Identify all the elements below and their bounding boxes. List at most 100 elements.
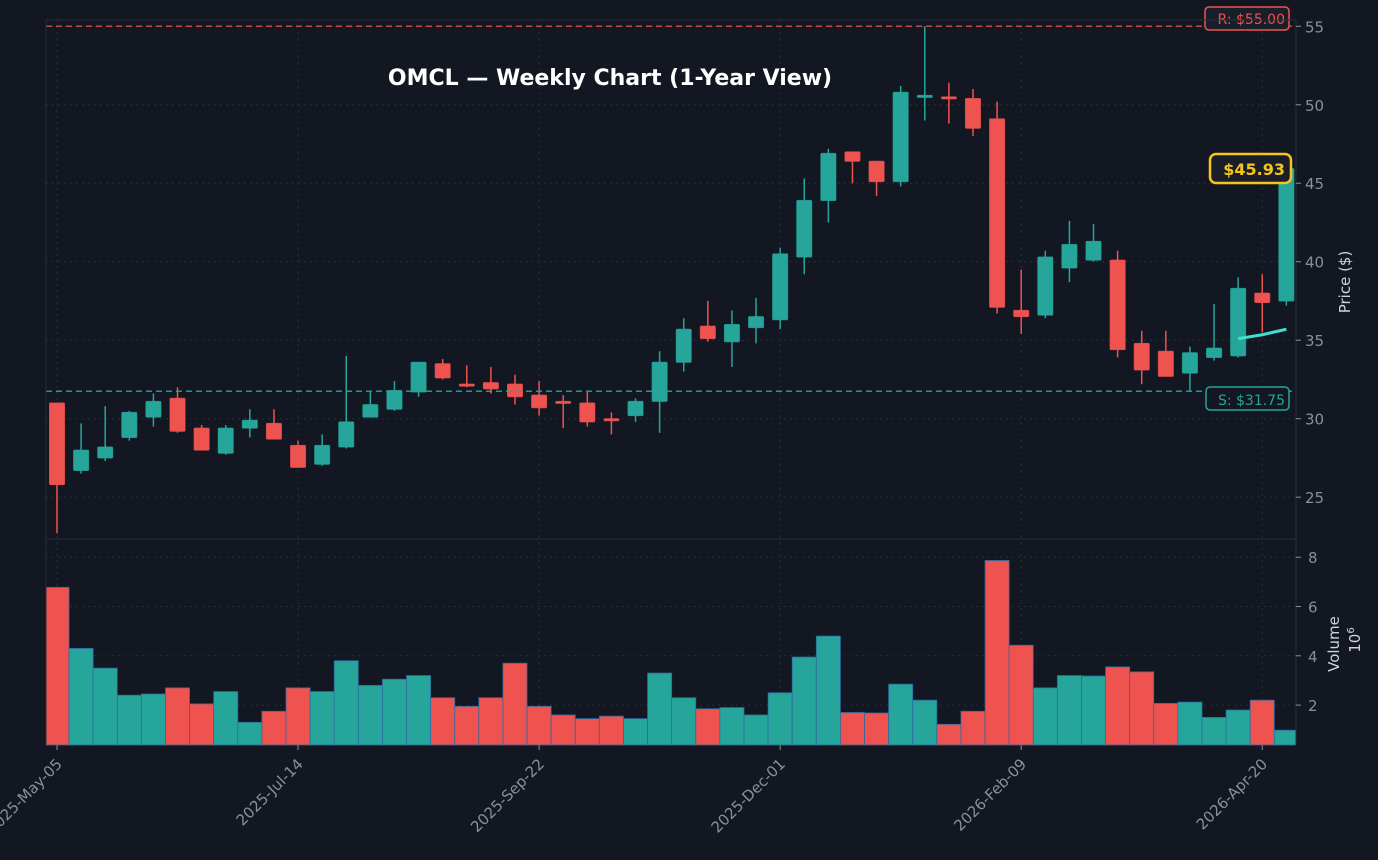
candle-body [748,316,765,329]
volume-bar [502,662,528,746]
candle-body [1133,342,1150,371]
volume-bar [237,721,263,746]
candle-body [579,402,596,423]
price-tick-label: 45 [1305,175,1324,193]
candle-body [1254,292,1271,304]
volume-bar [406,675,432,746]
candle-body [48,402,65,486]
volume-bar [1081,675,1106,746]
volume-tick-label: 6 [1308,599,1318,617]
price-panel [48,26,1295,534]
volume-bar [623,718,648,746]
candle-body [1061,243,1078,269]
annotation-lines: R: $55.00S: $31.75$45.93 [46,6,1296,411]
candle-body [1085,240,1102,261]
candle-body [940,96,957,100]
candle-body [989,118,1006,308]
candle-body [1230,287,1247,357]
candle-body [1181,352,1198,374]
candle-body [1278,168,1295,302]
moving-average-line [1237,327,1287,341]
last-price-label: $45.93 [1223,160,1285,179]
volume-bar [1032,687,1058,746]
volume-bar [1105,666,1131,746]
candle-body [892,91,909,183]
candle-body [772,253,789,321]
candle-body [217,427,234,454]
volume-tick-label: 4 [1308,648,1318,666]
candle-body [73,449,90,472]
candle-body [699,325,716,340]
candle-body [1013,309,1030,318]
candle-body [97,446,114,459]
resistance-label-box [1204,6,1290,31]
grid [46,20,1296,745]
chart-title: OMCL — Weekly Chart (1-Year View) [388,66,832,91]
volume-bar [1201,717,1227,746]
volume-panel [45,560,1297,746]
candle-body [169,397,186,432]
volume-bar [815,635,841,746]
candle-body [675,328,692,363]
volume-bar [45,586,70,746]
candle-body [844,151,861,162]
volume-bar [719,707,745,746]
volume-bar [791,656,817,746]
volume-bar [960,710,986,746]
candle-body [555,400,572,404]
candle-body [314,444,331,465]
candle-body [121,411,138,439]
support-label-box [1205,386,1290,411]
candle-body [362,404,379,418]
candle-body [506,383,523,398]
volume-bar [382,678,407,746]
price-tick-label: 25 [1305,489,1324,507]
candle-body [410,361,427,393]
volume-bar [647,672,673,746]
candle-body [386,389,403,410]
candle-body [627,400,644,417]
volume-bar [743,714,769,746]
candle-body [290,444,307,468]
volume-bar [1129,671,1155,746]
volume-bar [574,718,600,746]
volume-bar [767,692,793,746]
price-tick-label: 55 [1305,18,1324,36]
volume-bar [357,684,383,746]
volume-bar [140,693,166,746]
volume-bar [1273,729,1297,746]
volume-bar [68,648,94,746]
volume-bar [189,703,215,746]
volume-bar [1177,701,1203,746]
candle-body [820,152,837,202]
candle-body [1206,347,1223,358]
volume-bar [984,560,1010,746]
volume-bar [285,687,311,746]
volume-tick-label: 2 [1308,697,1318,715]
volume-bar [1249,699,1275,746]
candle-body [458,383,475,387]
price-tick-label: 40 [1305,254,1324,272]
candle-body [193,427,210,451]
volume-bar [840,712,865,746]
volume-bar [1225,709,1251,746]
volume-bar [695,708,721,746]
candle-body [964,97,981,129]
volume-bar [888,683,914,746]
price-axis-label: Price ($) [1336,251,1354,314]
price-tick-label: 30 [1305,411,1324,429]
volume-bar [430,697,456,746]
volume-bar [550,714,576,746]
candle-body [145,400,162,418]
candle-body [531,394,548,409]
candle-body [723,324,740,343]
volume-bar [454,705,480,746]
volume-bar [1153,702,1179,746]
volume-bar [116,694,142,746]
volume-bar [598,715,624,746]
volume-axis-label: Volume [1325,616,1343,672]
candle-body [338,421,355,448]
volume-tick-label: 8 [1308,549,1318,567]
volume-bar [478,697,504,746]
